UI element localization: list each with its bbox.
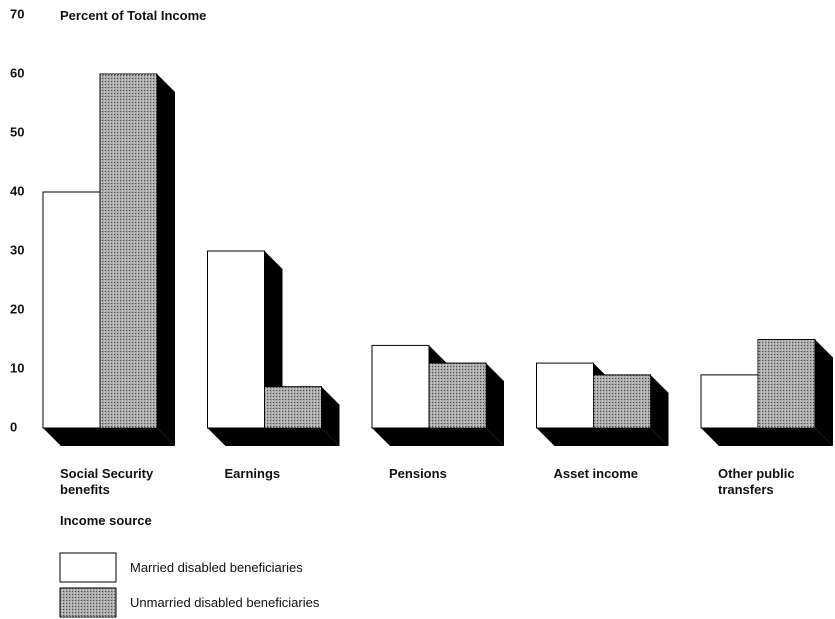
y-tick-label: 20	[10, 301, 24, 316]
x-tick-label: Earnings	[224, 466, 281, 481]
bar-texture	[264, 386, 322, 428]
y-tick-label: 70	[10, 6, 24, 21]
bar	[207, 250, 265, 429]
x-tick-label: Other public transfers	[718, 466, 795, 497]
x-tick-label: Pensions	[389, 466, 447, 481]
bar-texture	[758, 339, 815, 428]
x-tick-label: Asset income	[553, 466, 639, 481]
y-tick-label: 10	[10, 360, 24, 375]
y-tick-label: 60	[10, 65, 24, 80]
bar-side	[650, 374, 669, 446]
bar-texture	[593, 374, 651, 428]
y-tick-label: 30	[10, 242, 24, 257]
bar-texture	[429, 363, 486, 428]
legend-label: Married disabled beneficiaries	[130, 560, 303, 575]
y-tick-label: 50	[10, 124, 24, 139]
bar	[42, 191, 101, 429]
bar	[536, 362, 594, 429]
x-axis-title: Income source	[60, 513, 152, 528]
legend-swatch-texture	[60, 588, 116, 617]
bar-texture	[100, 74, 157, 428]
bar	[371, 344, 430, 429]
bar-side	[157, 74, 175, 446]
y-axis-title: Percent of Total Income	[60, 8, 207, 23]
y-tick-label: 40	[10, 183, 24, 198]
legend-swatch	[59, 552, 117, 583]
bar-side	[815, 339, 833, 446]
y-tick-label: 0	[10, 419, 17, 434]
bar-side	[486, 363, 504, 446]
bar	[700, 374, 759, 429]
bar-side	[321, 386, 340, 446]
x-tick-label: Social Security benefits	[60, 466, 154, 497]
legend-label: Unmarried disabled beneficiaries	[130, 595, 320, 610]
